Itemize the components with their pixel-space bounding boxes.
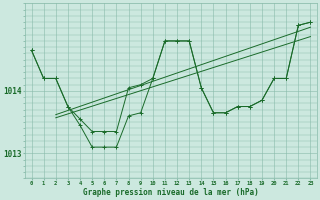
X-axis label: Graphe pression niveau de la mer (hPa): Graphe pression niveau de la mer (hPa) — [83, 188, 259, 197]
